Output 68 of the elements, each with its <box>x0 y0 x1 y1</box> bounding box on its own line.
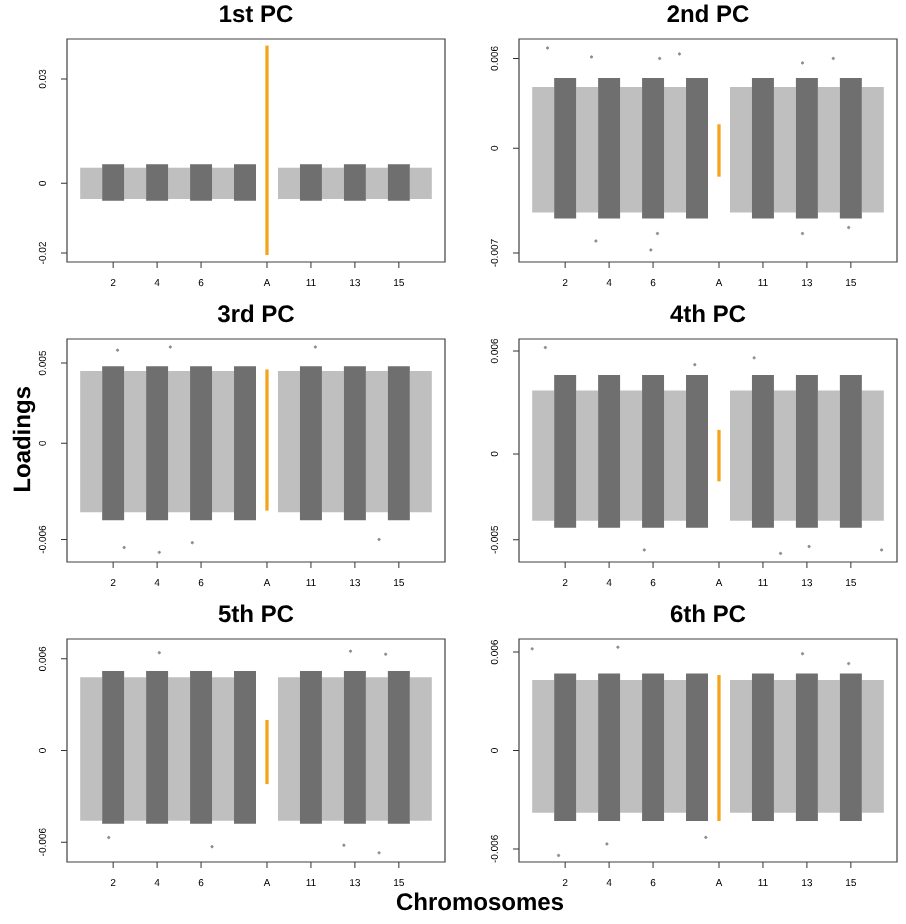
bar <box>299 671 322 824</box>
bar <box>409 677 432 821</box>
x-axis-title: Chromosomes <box>396 892 564 911</box>
chart-title: 5th PC <box>218 604 294 623</box>
bar <box>146 671 169 824</box>
bar <box>343 164 366 201</box>
bar <box>80 167 103 200</box>
bar <box>795 77 818 219</box>
chart-title: 6th PC <box>670 604 746 623</box>
bar <box>212 677 235 821</box>
bar <box>190 164 213 201</box>
bar <box>80 677 103 821</box>
bar <box>168 167 191 200</box>
y-axis-title: Loadings <box>12 386 36 492</box>
bar <box>532 86 555 213</box>
bar <box>387 164 410 201</box>
bar <box>751 375 774 528</box>
bar <box>554 77 577 219</box>
bar <box>554 375 577 528</box>
bar <box>234 164 256 201</box>
bar <box>409 167 432 200</box>
bar <box>212 167 235 200</box>
bar <box>365 167 388 200</box>
bar <box>576 390 599 521</box>
bar <box>576 86 599 213</box>
bar <box>168 677 191 821</box>
bar <box>773 390 796 521</box>
bar <box>751 77 774 219</box>
bar <box>124 167 147 200</box>
bar <box>299 164 322 201</box>
bar <box>861 390 884 521</box>
bar <box>598 77 621 219</box>
bar <box>598 375 621 528</box>
bar <box>795 375 818 528</box>
chart-title: 3rd PC <box>217 304 295 323</box>
bar <box>387 671 410 824</box>
bar <box>817 86 840 213</box>
bar <box>146 164 169 201</box>
bar <box>664 86 687 213</box>
bar <box>729 86 752 213</box>
bar <box>321 167 344 200</box>
chart-title: 2nd PC <box>667 4 749 23</box>
bar <box>664 390 687 521</box>
bar <box>365 677 388 821</box>
bar <box>642 77 665 219</box>
bar <box>190 671 213 824</box>
bar <box>817 390 840 521</box>
bar <box>686 77 708 219</box>
bar <box>124 677 147 821</box>
chart-title: 4th PC <box>670 304 746 323</box>
bar <box>620 390 643 521</box>
bar <box>861 86 884 213</box>
bar <box>277 677 300 821</box>
bar <box>277 167 300 200</box>
bar <box>686 375 708 528</box>
bar <box>620 86 643 213</box>
bar <box>839 375 862 528</box>
bar <box>532 390 555 521</box>
bar <box>321 677 344 821</box>
bar <box>102 164 125 201</box>
bar <box>729 390 752 521</box>
bar <box>839 77 862 219</box>
bar <box>234 671 256 824</box>
bar <box>102 671 125 824</box>
bar <box>773 86 796 213</box>
chart-title: 1st PC <box>220 5 293 23</box>
bar <box>642 375 665 528</box>
bar <box>343 671 366 824</box>
